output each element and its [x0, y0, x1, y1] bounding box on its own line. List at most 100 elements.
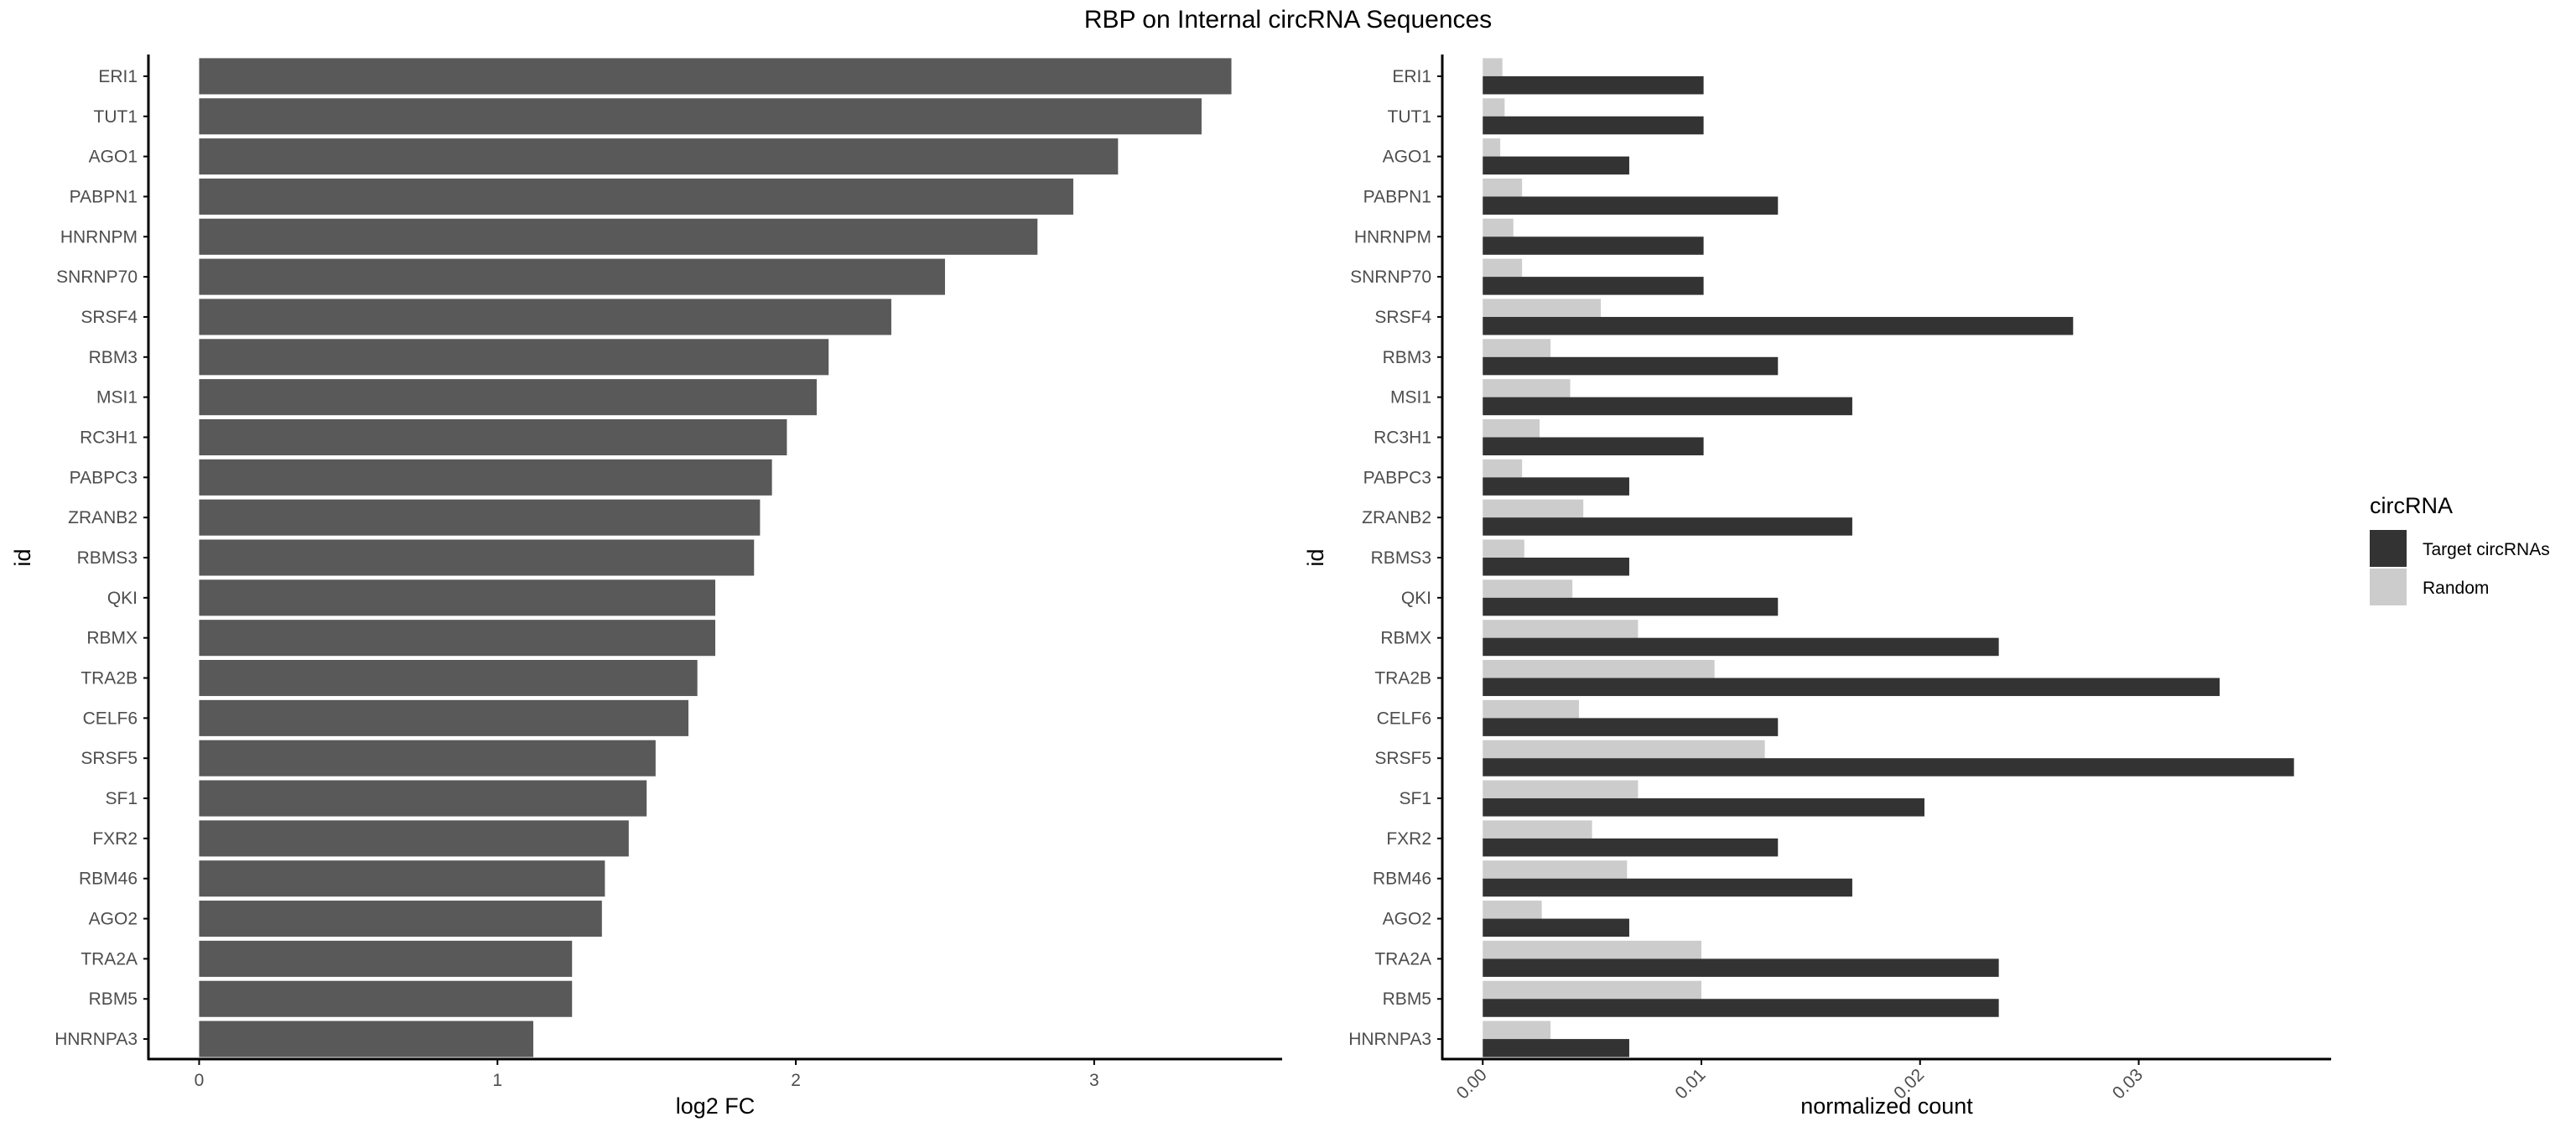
target-bar-snrnp70	[1483, 277, 1704, 295]
right-y-tick-rbm46: RBM46	[1373, 870, 1431, 889]
log2fc-bar-rbm46	[199, 860, 605, 897]
legend-key-target-circrnas	[2370, 530, 2407, 567]
right-y-tick-sf1: SF1	[1399, 789, 1431, 808]
target-bar-rbm46	[1483, 878, 1852, 897]
right-y-tick-tut1: TUT1	[1388, 107, 1432, 127]
target-bar-pabpc3	[1483, 477, 1629, 496]
random-bar-hnrnpm	[1483, 218, 1514, 237]
log2fc-bar-hnrnpm	[199, 218, 1038, 255]
left-y-tick-rc3h1: RC3H1	[80, 428, 138, 447]
random-bar-rbm5	[1483, 980, 1702, 1000]
target-bar-eri1	[1483, 75, 1704, 95]
left-y-tick-srsf4: SRSF4	[80, 308, 138, 327]
random-bar-qki	[1483, 579, 1573, 598]
left-y-tick-rbmx: RBMX	[86, 629, 138, 648]
random-bar-eri1	[1483, 58, 1503, 76]
right-y-tick-pabpn1: PABPN1	[1363, 187, 1431, 206]
random-bar-zranb2	[1483, 499, 1584, 518]
random-bar-snrnp70	[1483, 258, 1523, 278]
random-bar-pabpc3	[1483, 459, 1523, 478]
right-y-tick-zranb2: ZRANB2	[1362, 508, 1431, 527]
left-y-tick-eri1: ERI1	[98, 67, 138, 86]
left-y-tick-hnrnpm: HNRNPM	[60, 227, 138, 247]
left-x-tick-0: 0	[195, 1071, 205, 1090]
left-y-tick-zranb2: ZRANB2	[68, 508, 138, 527]
legend-label-random: Random	[2423, 579, 2489, 598]
random-bar-fxr2	[1483, 820, 1592, 839]
log2fc-bar-tut1	[199, 98, 1202, 135]
log2fc-bar-tra2b	[199, 659, 698, 697]
random-bar-tra2a	[1483, 940, 1702, 959]
left-y-tick-srsf5: SRSF5	[80, 749, 138, 768]
random-bar-tut1	[1483, 98, 1505, 117]
random-bar-hnrnpa3	[1483, 1021, 1551, 1040]
right-y-tick-eri1: ERI1	[1392, 67, 1431, 86]
left-y-tick-msi1: MSI1	[96, 388, 138, 408]
target-bar-tut1	[1483, 116, 1704, 135]
log2fc-bar-celf6	[199, 699, 688, 736]
log2fc-bar-rbm5	[199, 980, 573, 1017]
right-x-tick-3: 0.03	[2109, 1065, 2147, 1103]
target-bar-ago1	[1483, 156, 1629, 175]
right-y-tick-rbm3: RBM3	[1383, 348, 1431, 367]
random-bar-srsf5	[1483, 740, 1765, 759]
legend-key-random	[2370, 569, 2407, 605]
target-bar-rbms3	[1483, 558, 1629, 576]
target-bar-ago2	[1483, 918, 1629, 937]
right-y-tick-hnrnpa3: HNRNPA3	[1348, 1030, 1431, 1049]
log2fc-bar-srsf4	[199, 299, 891, 335]
right-y-tick-labels: ERI1 TUT1 AGO1 PABPN1 HNRNPM SNRNP70 SRSF4 RBM3…	[1348, 67, 1442, 1049]
random-bar-celf6	[1483, 699, 1579, 719]
left-y-tick-snrnp70: SNRNP70	[56, 267, 138, 287]
target-bar-hnrnpm	[1483, 236, 1704, 255]
log2fc-bar-rbms3	[199, 539, 755, 576]
random-bar-tra2b	[1483, 659, 1715, 678]
left-y-tick-celf6: CELF6	[83, 709, 138, 728]
right-y-tick-ago2: AGO2	[1383, 910, 1431, 929]
right-y-tick-srsf5: SRSF5	[1374, 749, 1431, 768]
random-bar-srsf4	[1483, 299, 1602, 317]
log2fc-bar-sf1	[199, 780, 647, 817]
right-y-tick-msi1: MSI1	[1390, 388, 1431, 408]
log2fc-bar-panel: ERI1 TUT1 AGO1 PABPN1 HNRNPM SNRNP70 SRSF4 RBM3…	[10, 55, 1282, 1119]
left-y-tick-rbm3: RBM3	[89, 348, 138, 367]
right-y-tick-rbms3: RBMS3	[1371, 548, 1431, 568]
target-bar-pabpn1	[1483, 196, 1779, 215]
legend-label-target-circrnas: Target circRNAs	[2423, 540, 2550, 559]
left-y-tick-tut1: TUT1	[94, 107, 138, 127]
right-y-tick-rc3h1: RC3H1	[1374, 428, 1431, 447]
target-bar-zranb2	[1483, 517, 1852, 536]
target-bar-hnrnpa3	[1483, 1039, 1629, 1057]
left-x-axis-title: log2 FC	[676, 1093, 756, 1119]
random-bar-rbm3	[1483, 339, 1551, 357]
right-y-tick-fxr2: FXR2	[1386, 829, 1431, 849]
left-y-tick-fxr2: FXR2	[92, 829, 138, 849]
random-bar-rc3h1	[1483, 418, 1540, 438]
right-y-tick-snrnp70: SNRNP70	[1350, 267, 1431, 287]
log2fc-bar-msi1	[199, 379, 817, 416]
left-y-tick-rbms3: RBMS3	[77, 548, 138, 568]
random-bar-msi1	[1483, 379, 1571, 397]
target-bar-qki	[1483, 597, 1779, 616]
target-bar-rbm3	[1483, 356, 1779, 376]
random-bar-rbmx	[1483, 620, 1639, 638]
left-y-tick-pabpc3: PABPC3	[70, 468, 138, 487]
log2fc-bar-snrnp70	[199, 258, 945, 295]
right-y-tick-tra2a: TRA2A	[1374, 949, 1431, 969]
left-y-axis-title: id	[10, 548, 35, 566]
log2fc-bar-rc3h1	[199, 418, 787, 456]
right-y-tick-celf6: CELF6	[1377, 709, 1431, 728]
right-y-axis-title: id	[1303, 548, 1328, 566]
target-bar-rc3h1	[1483, 437, 1704, 456]
random-bar-ago2	[1483, 901, 1542, 919]
log2fc-bar-hnrnpa3	[199, 1021, 533, 1057]
right-y-tick-qki: QKI	[1401, 589, 1431, 608]
left-y-tick-rbm46: RBM46	[79, 870, 138, 889]
target-bar-rbmx	[1483, 637, 1999, 657]
right-y-tick-ago1: AGO1	[1383, 148, 1431, 167]
left-x-tick-3: 3	[1089, 1071, 1099, 1090]
target-bar-srsf5	[1483, 758, 2294, 776]
random-bar-ago1	[1483, 138, 1501, 157]
left-y-tick-ago2: AGO2	[89, 910, 138, 929]
normalized-count-bars	[1483, 58, 2294, 1057]
